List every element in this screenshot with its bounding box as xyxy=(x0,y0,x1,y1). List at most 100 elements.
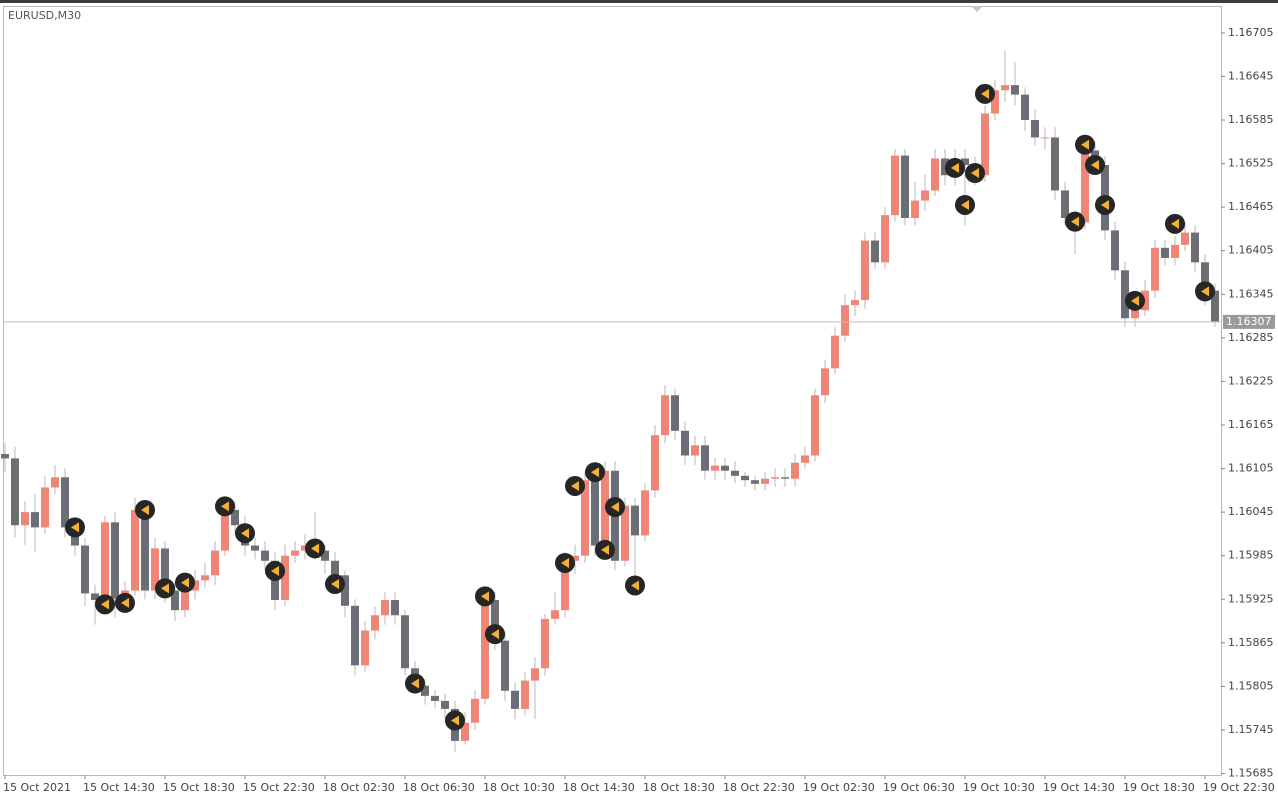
candle-body xyxy=(1061,190,1069,219)
candle-body xyxy=(681,430,689,456)
candle-body xyxy=(671,395,679,431)
candle-body xyxy=(21,512,29,526)
candle-body xyxy=(621,505,629,561)
candle-body xyxy=(851,300,859,306)
candle-body xyxy=(1181,232,1189,245)
candle-body xyxy=(591,480,599,546)
candle-body xyxy=(711,465,719,471)
candle-body xyxy=(1131,310,1139,319)
candle-body xyxy=(821,368,829,396)
x-tick-label: 19 Oct 14:30 xyxy=(1043,781,1115,794)
candle-body xyxy=(831,335,839,369)
candle-body xyxy=(911,200,919,219)
y-tick-label: 1.16345 xyxy=(1228,287,1274,300)
signal-icon xyxy=(121,597,129,608)
candle-body xyxy=(371,615,379,631)
candle-body xyxy=(721,465,729,471)
candle-body xyxy=(981,113,989,176)
y-tick-label: 1.16045 xyxy=(1228,505,1274,518)
y-tick-label: 1.15805 xyxy=(1228,679,1274,692)
candle-body xyxy=(281,555,289,600)
candle-body xyxy=(461,722,469,741)
current-price-box xyxy=(1223,314,1275,329)
x-tick-label: 15 Oct 14:30 xyxy=(83,781,155,794)
signal-icon xyxy=(951,162,959,173)
candle-body xyxy=(81,545,89,594)
candle-body xyxy=(361,630,369,666)
y-tick-label: 1.16105 xyxy=(1228,462,1274,475)
shift-marker xyxy=(971,6,983,12)
signal-icon xyxy=(631,580,639,591)
candle-body xyxy=(811,395,819,456)
signal-icon xyxy=(601,544,609,555)
candle-body xyxy=(561,560,569,611)
candle-body xyxy=(1111,230,1119,271)
signal-icon xyxy=(181,577,189,588)
signal-icon xyxy=(1171,218,1179,229)
candle-body xyxy=(691,445,699,456)
candle-body xyxy=(661,395,669,436)
candle-body xyxy=(1011,85,1019,95)
candle-body xyxy=(1201,262,1209,291)
candle-body xyxy=(531,668,539,681)
candle-body xyxy=(421,685,429,696)
x-tick-label: 18 Oct 10:30 xyxy=(483,781,555,794)
candle-body xyxy=(351,605,359,666)
candle-body xyxy=(961,158,969,166)
candle-body xyxy=(91,593,99,600)
signal-icon xyxy=(141,504,149,515)
candle-body xyxy=(291,550,299,556)
candle-body xyxy=(511,690,519,709)
signal-icon xyxy=(481,591,489,602)
x-tick-label: 15 Oct 2021 xyxy=(3,781,71,794)
candle-body xyxy=(841,305,849,336)
signal-icon xyxy=(961,199,969,210)
signal-icon xyxy=(101,599,109,610)
y-tick-label: 1.16705 xyxy=(1228,26,1274,39)
signal-icon xyxy=(451,715,459,726)
signal-icon xyxy=(561,557,569,568)
candle-body xyxy=(571,555,579,561)
signal-icon xyxy=(1081,139,1089,150)
y-tick-label: 1.15925 xyxy=(1228,592,1274,605)
signal-icon xyxy=(161,583,169,594)
candle-body xyxy=(801,455,809,463)
signal-icon xyxy=(221,501,229,512)
candle-body xyxy=(301,545,309,551)
candle-body xyxy=(581,480,589,556)
candle-body xyxy=(791,462,799,479)
candle-body xyxy=(41,487,49,528)
candle-body xyxy=(261,550,269,561)
current-price-label: 1.16307 xyxy=(1226,315,1272,328)
candle-body xyxy=(731,470,739,476)
x-tick-label: 18 Oct 06:30 xyxy=(403,781,475,794)
candle-body xyxy=(871,240,879,263)
candle-body xyxy=(601,470,609,546)
candle-body xyxy=(141,509,149,591)
candle-body xyxy=(761,478,769,484)
candle-body xyxy=(931,158,939,191)
candle-body xyxy=(231,509,239,526)
candle-body xyxy=(131,509,139,591)
candle-body xyxy=(861,240,869,301)
candle-body xyxy=(471,698,479,723)
signal-icon xyxy=(1101,199,1109,210)
y-tick-label: 1.15985 xyxy=(1228,549,1274,562)
x-tick-label: 19 Oct 06:30 xyxy=(883,781,955,794)
candle-body xyxy=(1161,247,1169,258)
candle-body xyxy=(1,454,9,459)
candle-body xyxy=(521,680,529,709)
candle-body xyxy=(181,590,189,611)
signal-icon xyxy=(411,678,419,689)
signal-icon xyxy=(241,528,249,539)
candle-body xyxy=(111,522,119,599)
candle-body xyxy=(651,435,659,491)
candle-body xyxy=(991,90,999,114)
candle-body xyxy=(781,477,789,479)
candle-body xyxy=(751,480,759,484)
candle-body xyxy=(891,155,899,216)
candle-body xyxy=(11,458,19,526)
signal-icon xyxy=(1091,160,1099,171)
candle-body xyxy=(1121,270,1129,319)
y-tick-label: 1.16285 xyxy=(1228,331,1274,344)
